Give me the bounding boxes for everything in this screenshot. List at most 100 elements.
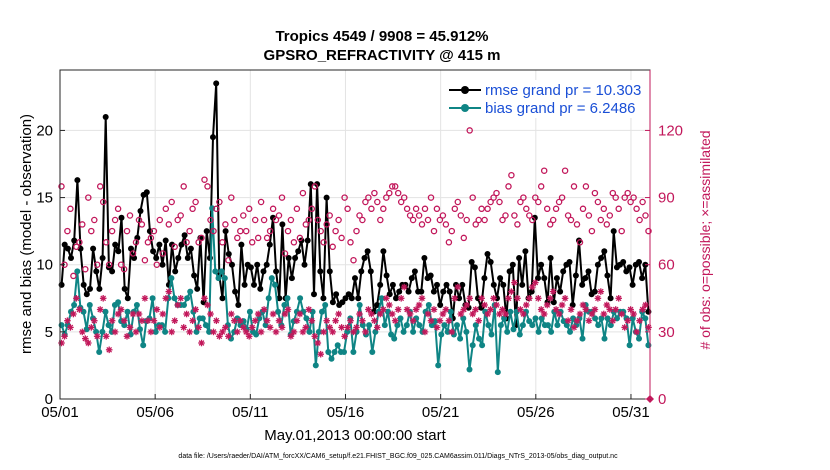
- data-point-rmse: [607, 295, 614, 302]
- asterisk-stroke: [484, 311, 491, 317]
- obs-assimilated-point: [219, 328, 226, 336]
- obs-possible-point: [240, 212, 247, 219]
- obs-assimilated-point: [603, 301, 611, 309]
- asterisk-stroke: [177, 295, 184, 302]
- obs-assimilated-point: [567, 306, 575, 313]
- obs-assimilated-point: [275, 317, 283, 325]
- obs-possible-point: [517, 198, 524, 206]
- asterisk-stroke: [133, 329, 139, 335]
- obs-possible-point: [67, 205, 74, 213]
- obs-assimilated-point: [499, 306, 506, 313]
- obs-possible-point: [269, 205, 277, 213]
- obs-possible-point: [433, 205, 441, 213]
- obs-possible-point: [487, 198, 494, 206]
- obs-possible-point: [463, 216, 470, 224]
- obs-possible-point: [126, 212, 134, 219]
- obs-possible-point: [415, 212, 423, 219]
- data-point-rmse: [629, 281, 636, 288]
- obs-assimilated-point: [451, 294, 459, 302]
- obs-possible-point: [210, 227, 217, 235]
- obs-possible-point: [308, 205, 316, 213]
- data-point-rmse: [553, 275, 560, 282]
- footnote: data file: /Users/raeder/DAI/ATM_forcXX/…: [178, 453, 618, 460]
- obs-possible-point: [368, 205, 375, 213]
- asterisk-stroke: [282, 311, 288, 317]
- obs-assimilated-point: [132, 328, 140, 336]
- obs-possible-point: [70, 272, 77, 280]
- obs-possible-point: [546, 221, 554, 228]
- obs-possible-point: [403, 205, 411, 213]
- obs-possible-point: [397, 198, 405, 206]
- obs-possible-point: [251, 216, 259, 224]
- data-point-rmse: [509, 261, 516, 268]
- data-point-rmse: [219, 295, 226, 302]
- obs-assimilated-point: [564, 317, 572, 325]
- data-point-rmse: [487, 259, 494, 265]
- obs-possible-point: [448, 227, 456, 235]
- data-point-bias: [563, 322, 570, 329]
- data-point-rmse: [430, 288, 437, 295]
- obs-possible-point: [281, 250, 289, 257]
- obs-possible-point: [535, 198, 542, 206]
- obs-assimilated-point: [299, 328, 307, 336]
- obs-assimilated-point: [204, 301, 211, 309]
- data-point-rmse: [481, 275, 488, 282]
- asterisk-stroke: [404, 306, 410, 313]
- obs-possible-point: [311, 183, 319, 190]
- obs-possible-point: [424, 216, 432, 224]
- asterisk-stroke: [180, 324, 187, 331]
- data-point-bias: [554, 322, 561, 329]
- x-tick-label: 05/16: [327, 404, 365, 421]
- data-point-bias: [215, 275, 222, 282]
- obs-possible-point: [353, 227, 360, 235]
- obs-assimilated-point: [168, 328, 175, 336]
- data-point-bias: [570, 315, 577, 322]
- obs-assimilated-point: [615, 294, 623, 302]
- obs-possible-point: [320, 239, 327, 246]
- data-point-rmse: [604, 272, 611, 279]
- asterisk-stroke: [305, 306, 312, 313]
- obs-assimilated-point: [600, 310, 608, 318]
- data-point-bias: [378, 295, 385, 302]
- data-point-rmse: [434, 281, 440, 288]
- data-point-bias: [529, 322, 536, 329]
- asterisk-stroke: [344, 324, 351, 331]
- data-point-rmse: [610, 228, 617, 235]
- data-point-rmse: [535, 275, 541, 282]
- obs-possible-point: [427, 194, 435, 201]
- obs-possible-point: [314, 216, 322, 224]
- asterisk-stroke: [553, 306, 559, 313]
- obs-possible-point: [484, 205, 491, 213]
- data-point-bias: [476, 335, 482, 342]
- obs-assimilated-point: [67, 324, 74, 331]
- data-point-rmse: [222, 228, 229, 235]
- data-point-bias: [469, 342, 476, 349]
- asterisk-stroke: [189, 317, 196, 324]
- data-point-rmse: [232, 288, 239, 295]
- obs-possible-point: [511, 212, 518, 219]
- obs-assimilated-point: [242, 328, 250, 336]
- asterisk-stroke: [216, 333, 223, 340]
- data-point-rmse: [594, 261, 601, 268]
- data-point-bias: [137, 326, 143, 333]
- data-point-bias: [199, 315, 206, 322]
- obs-possible-point: [201, 176, 208, 183]
- obs-possible-point: [645, 227, 652, 235]
- data-point-bias: [162, 328, 169, 335]
- asterisk-stroke: [428, 317, 434, 324]
- data-point-rmse: [304, 237, 311, 244]
- asterisk-stroke: [574, 317, 580, 324]
- obs-assimilated-point: [91, 317, 98, 325]
- obs-possible-point: [388, 183, 396, 190]
- data-point-rmse: [377, 281, 384, 288]
- obs-possible-point: [329, 243, 336, 251]
- data-point-bias: [614, 315, 620, 322]
- obs-assimilated-point: [58, 339, 65, 347]
- obs-possible-point: [64, 227, 71, 235]
- asterisk-stroke: [94, 333, 101, 340]
- y-right-tick-label: 60: [658, 257, 675, 274]
- obs-assimilated-point: [373, 324, 381, 331]
- obs-assimilated-point: [597, 288, 605, 295]
- obs-assimilated-point: [609, 317, 617, 325]
- asterisk-stroke: [478, 295, 485, 302]
